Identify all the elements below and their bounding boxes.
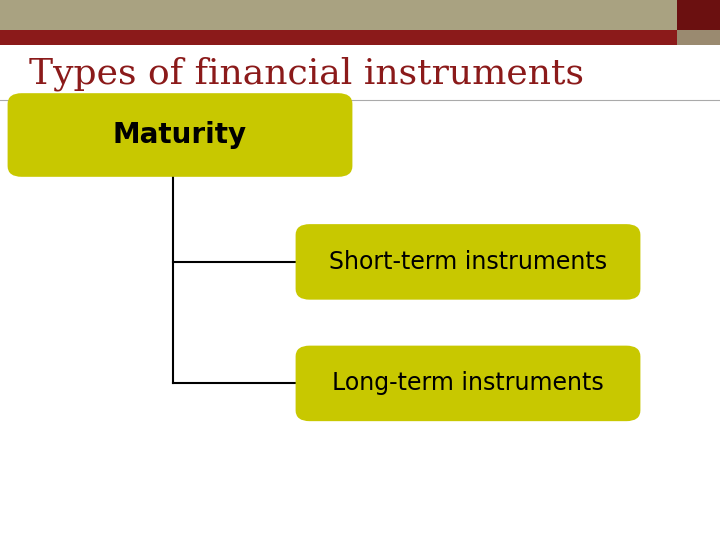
FancyBboxPatch shape xyxy=(677,0,720,30)
FancyBboxPatch shape xyxy=(677,30,720,45)
FancyBboxPatch shape xyxy=(297,347,639,420)
Text: Long-term instruments: Long-term instruments xyxy=(332,372,604,395)
FancyBboxPatch shape xyxy=(9,94,351,176)
Text: Short-term instruments: Short-term instruments xyxy=(329,250,607,274)
Text: Types of financial instruments: Types of financial instruments xyxy=(29,57,584,91)
Text: Maturity: Maturity xyxy=(113,121,247,149)
FancyBboxPatch shape xyxy=(0,30,720,45)
FancyBboxPatch shape xyxy=(297,225,639,299)
FancyBboxPatch shape xyxy=(0,0,720,30)
